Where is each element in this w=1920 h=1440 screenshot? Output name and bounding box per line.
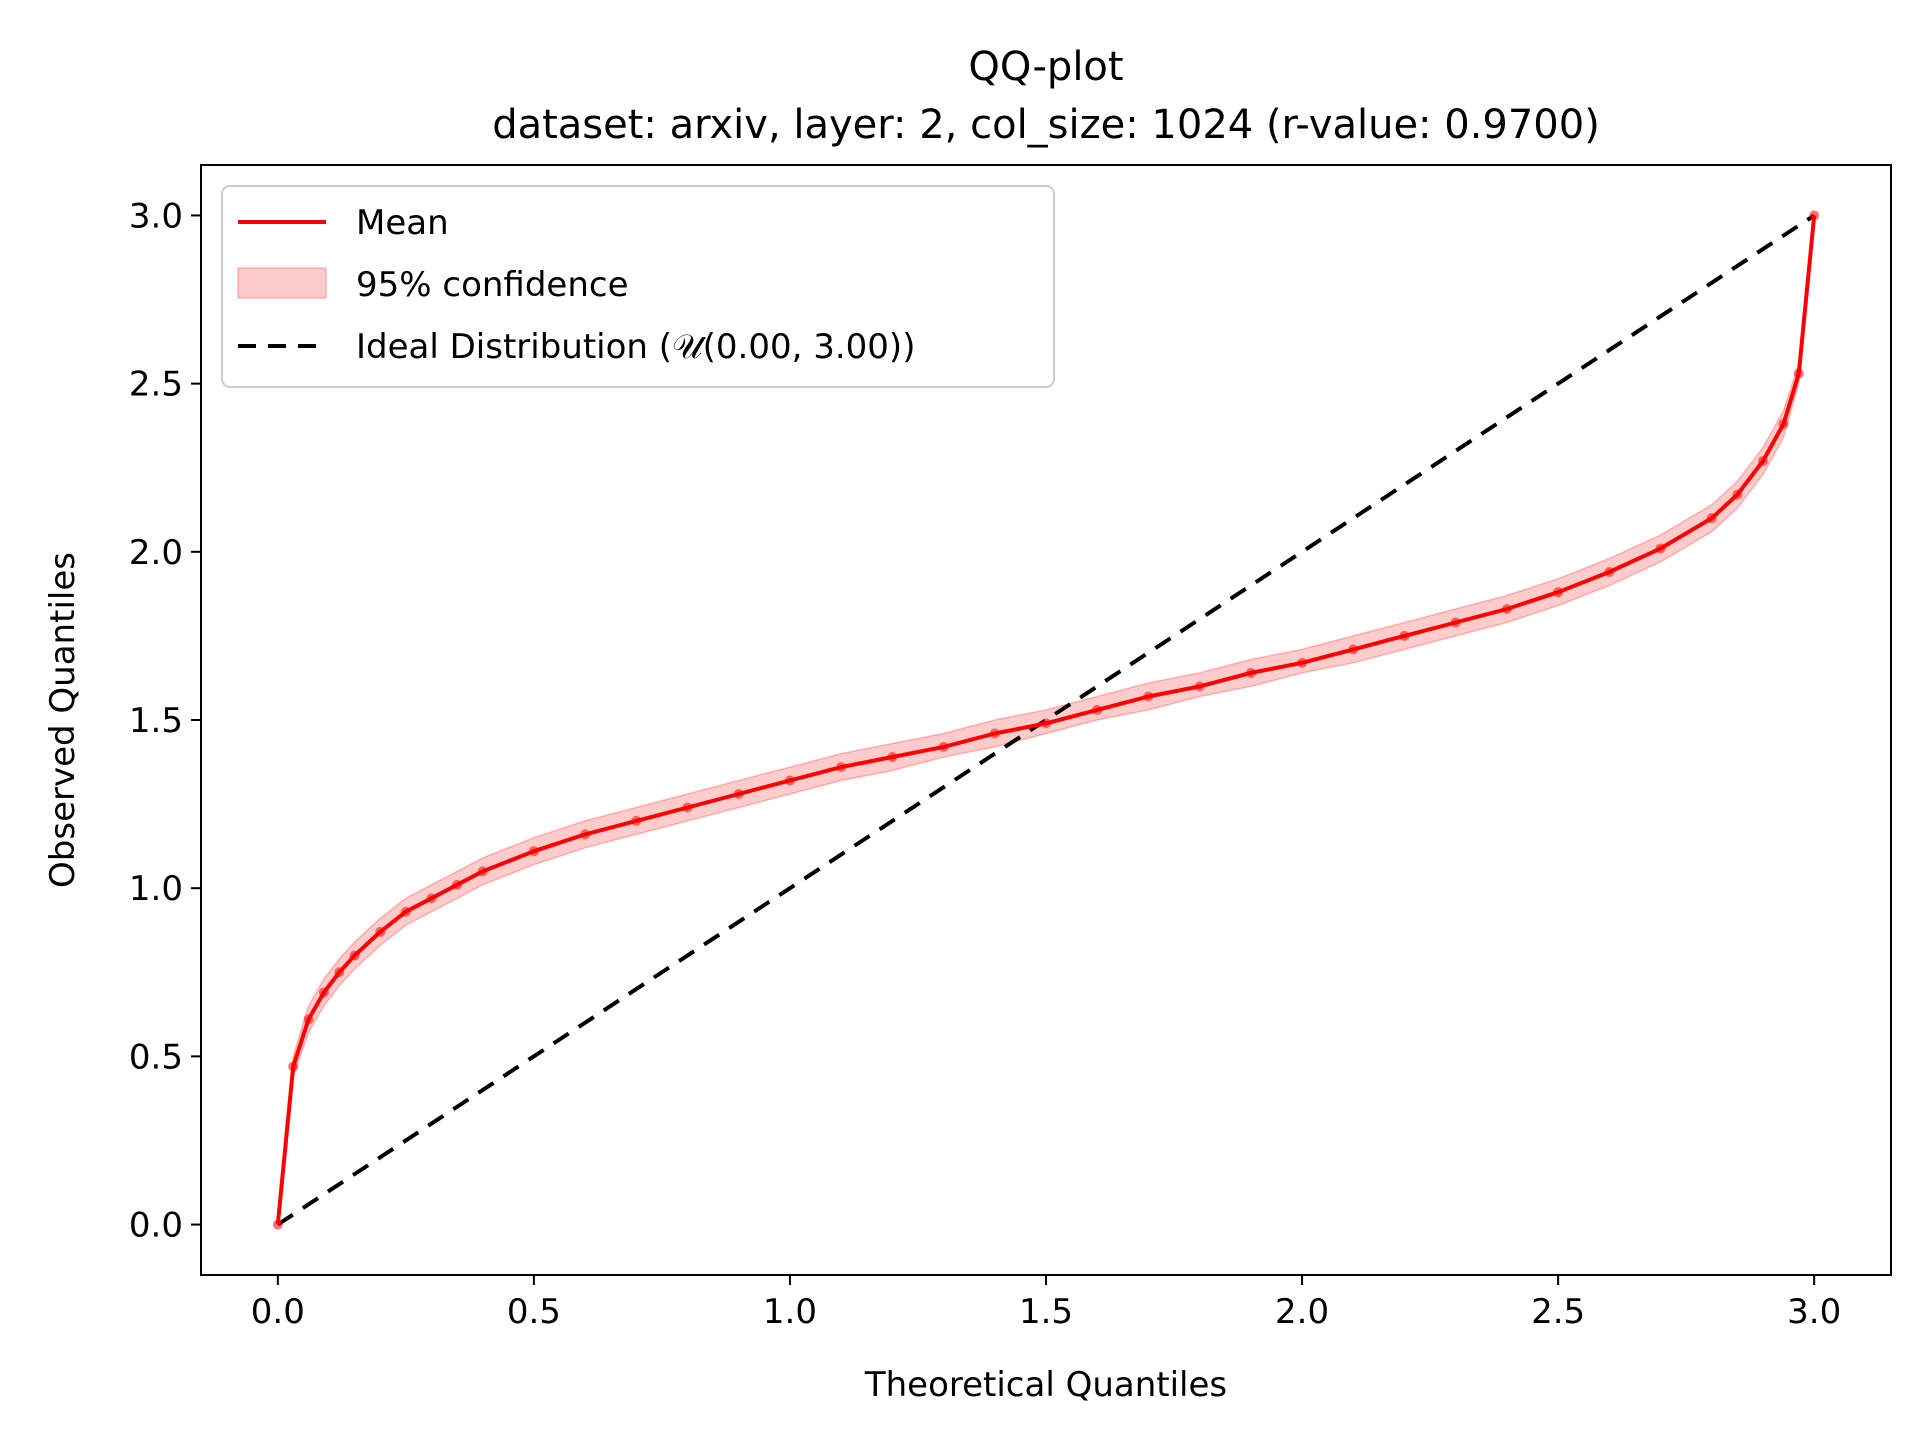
y-tick-label: 3.0 [129, 196, 183, 236]
chart-subtitle: dataset: arxiv, layer: 2, col_size: 1024… [492, 102, 1600, 148]
mean-marker [288, 1061, 299, 1072]
x-axis-label: Theoretical Quantiles [864, 1365, 1227, 1405]
x-tick-label: 1.5 [1019, 1292, 1073, 1332]
mean-marker [1655, 543, 1666, 554]
mean-marker [528, 846, 539, 857]
y-tick-label: 2.0 [129, 533, 183, 573]
mean-marker [1604, 567, 1615, 577]
mean-marker [452, 879, 463, 890]
mean-marker [989, 728, 1000, 739]
x-tick-label: 1.0 [763, 1292, 817, 1332]
y-axis-label: Observed Quantiles [43, 552, 83, 888]
mean-marker [887, 752, 898, 762]
legend-ideal-label: Ideal Distribution (𝒰(0.00, 3.00)) [356, 327, 915, 367]
ideal-distribution-line [276, 213, 1816, 1227]
mean-marker [1041, 718, 1051, 729]
mean-marker [733, 789, 744, 799]
x-tick-label: 2.0 [1275, 1292, 1329, 1332]
y-tick-label: 1.0 [129, 869, 183, 909]
mean-marker [1732, 489, 1743, 500]
chart-title: QQ-plot [968, 44, 1123, 90]
mean-marker [1809, 210, 1820, 221]
legend-box [221, 185, 1055, 388]
y-tick-label: 2.5 [129, 365, 183, 405]
legend-confidence-swatch [237, 267, 327, 299]
mean-marker [375, 926, 386, 937]
mean-marker [1092, 704, 1103, 715]
mean-marker [682, 802, 693, 813]
mean-marker [1143, 691, 1154, 702]
mean-line [275, 215, 1817, 1225]
mean-marker [1706, 513, 1717, 524]
mean-markers [272, 210, 1820, 1230]
mean-marker [836, 762, 847, 773]
mean-marker [631, 815, 642, 826]
y-tick-label: 0.5 [129, 1037, 183, 1077]
mean-marker [426, 893, 437, 904]
y-tick-label: 1.5 [129, 701, 183, 741]
mean-marker [784, 775, 795, 786]
legend-confidence-label: 95% confidence [356, 265, 629, 305]
y-axis-ticks: 0.0 0.5 1.0 1.5 2.0 2.5 3.0 [129, 196, 201, 1246]
x-tick-label: 0.0 [251, 1292, 305, 1332]
mean-marker [1194, 681, 1205, 692]
mean-marker [334, 967, 345, 978]
legend: Mean 95% confidence Ideal Distribution (… [221, 185, 1055, 388]
legend-mean-label: Mean [356, 203, 449, 243]
mean-marker [1778, 419, 1789, 429]
x-axis-ticks: 0.0 0.5 1.0 1.5 2.0 2.5 3.0 [251, 1275, 1841, 1332]
mean-marker [318, 987, 329, 998]
mean-marker [400, 906, 411, 917]
x-tick-label: 3.0 [1787, 1292, 1841, 1332]
mean-marker [1348, 644, 1359, 655]
mean-marker [1501, 604, 1512, 614]
mean-marker [1245, 667, 1256, 678]
plot-area [272, 210, 1820, 1230]
mean-marker [580, 829, 591, 840]
x-tick-label: 0.5 [507, 1292, 561, 1332]
x-tick-label: 2.5 [1531, 1292, 1585, 1332]
mean-marker [1553, 587, 1564, 598]
mean-marker [1450, 617, 1461, 628]
mean-marker [349, 950, 360, 961]
mean-marker [1757, 456, 1768, 466]
mean-marker [938, 741, 949, 752]
mean-marker [477, 866, 488, 877]
mean-marker [1399, 630, 1410, 641]
mean-marker [1297, 657, 1308, 668]
mean-marker [272, 1219, 283, 1230]
mean-marker [1793, 368, 1804, 379]
y-tick-label: 0.0 [129, 1206, 183, 1246]
mean-marker [303, 1014, 314, 1025]
